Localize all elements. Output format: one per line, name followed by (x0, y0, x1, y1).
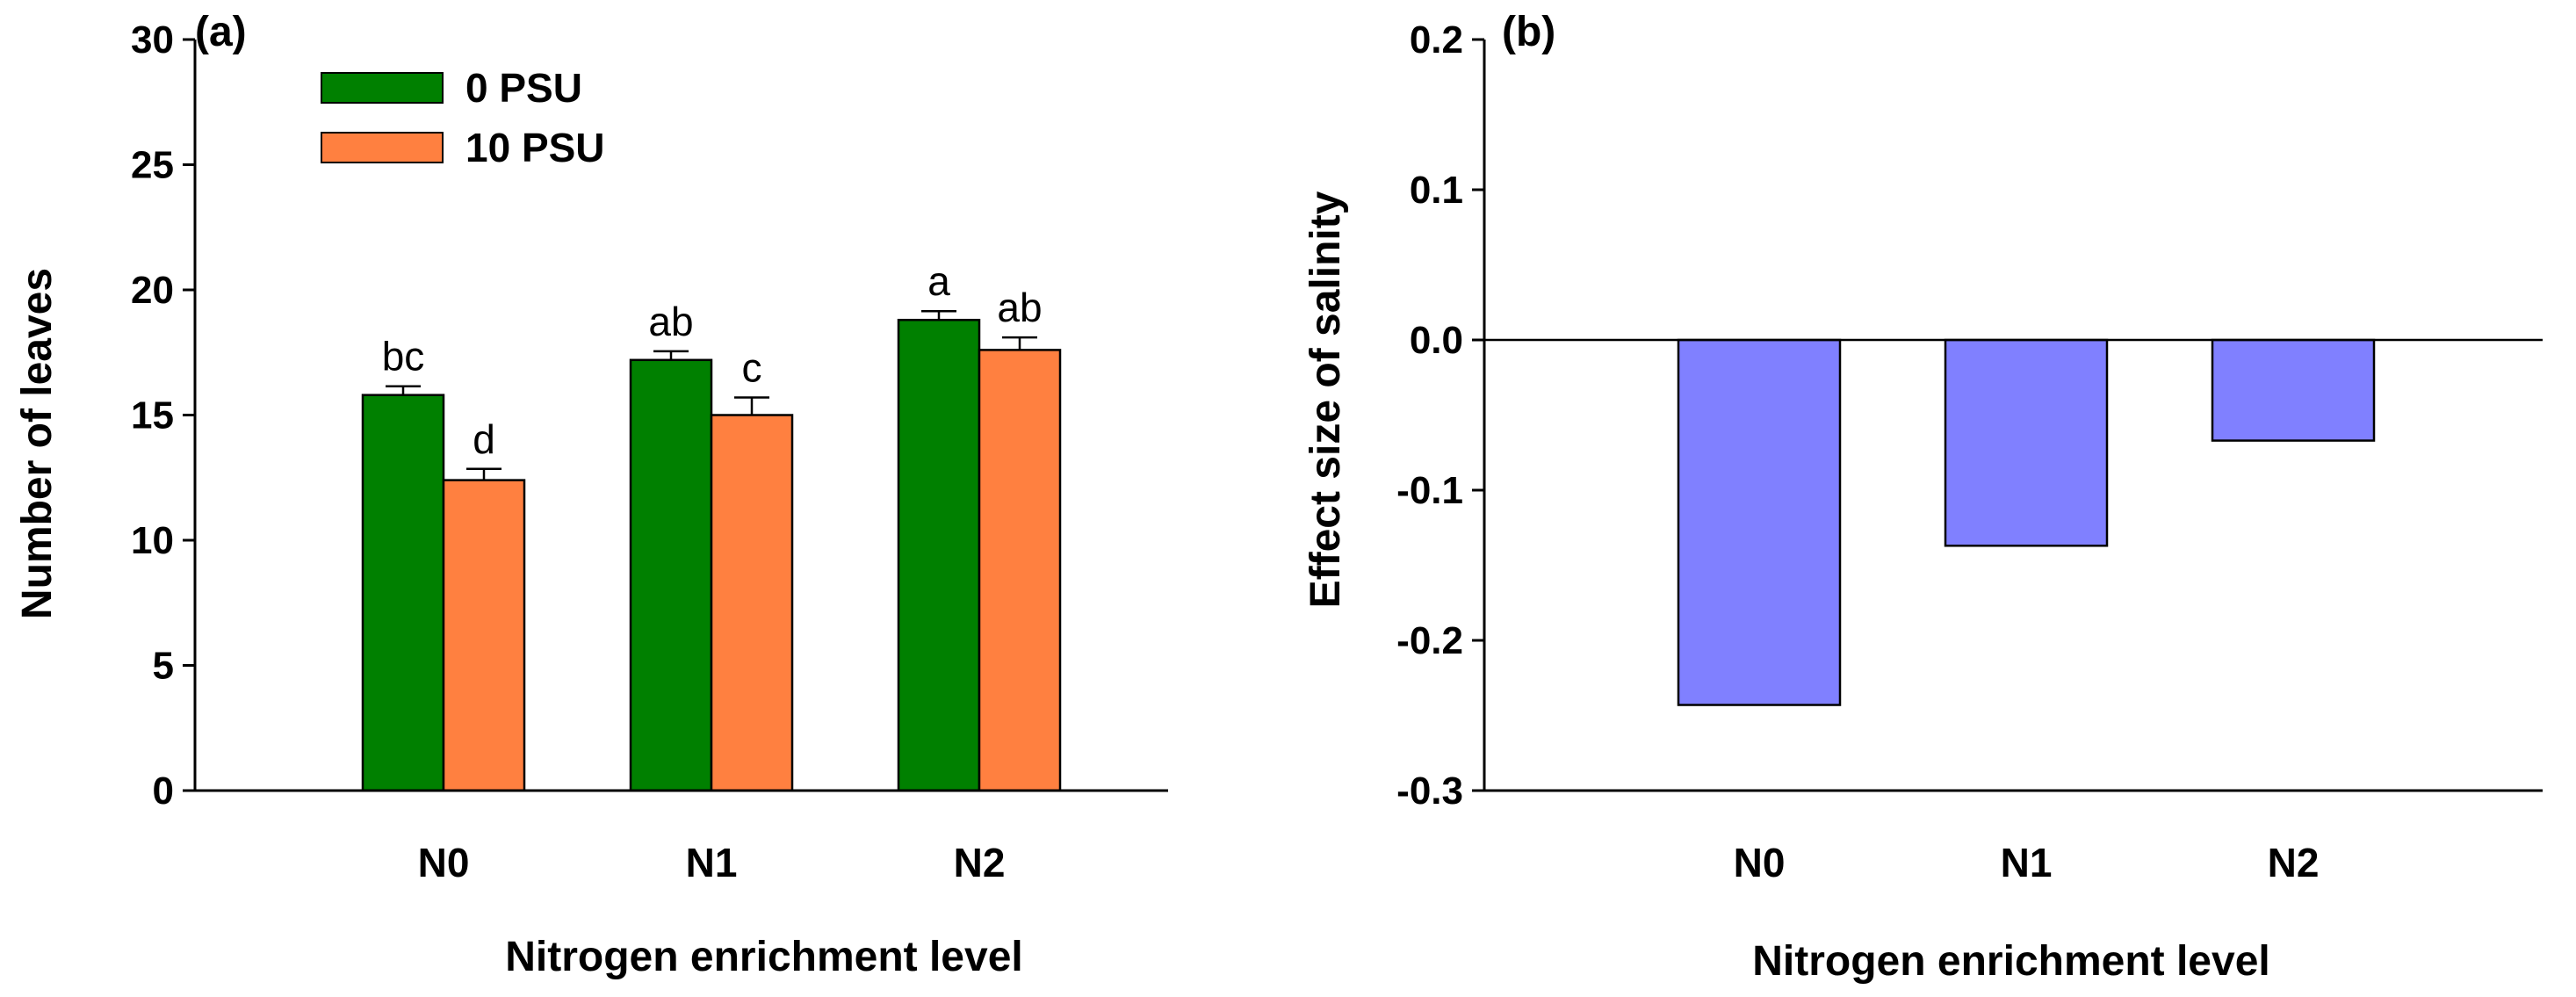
y-tick-label: 25 (131, 144, 174, 187)
panel-a-x-categories: N0 N1 N2 (418, 840, 1006, 885)
panel-a-label: (a) (195, 9, 247, 55)
y-tick-label: 30 (131, 18, 174, 61)
bar-10psu-n2 (978, 349, 1062, 792)
panel-a-y-axis-title: Number of leaves (14, 268, 61, 619)
legend-label-10psu: 10 PSU (465, 125, 605, 170)
y-tick-label: 15 (131, 394, 174, 437)
x-category-label-n0: N0 (1734, 840, 1786, 885)
bar-0psu-n0 (361, 394, 445, 792)
legend-swatch-10psu (321, 132, 444, 163)
y-tick-label: 10 (131, 519, 174, 562)
bar-10psu-n1 (710, 414, 794, 792)
significance-letter: d (473, 416, 495, 462)
panel-a-significance-letters: bc ab a d c ab (382, 258, 1043, 462)
bar-10psu-n0 (442, 479, 526, 792)
panel-b-axes (1483, 40, 2543, 792)
y-tick-label: -0.1 (1396, 469, 1463, 512)
panel-b-x-categories: N0 N1 N2 (1734, 840, 2320, 885)
x-category-label-n0: N0 (418, 840, 470, 885)
x-category-label-n1: N1 (686, 840, 738, 885)
y-tick-label: -0.2 (1396, 619, 1463, 662)
bar-0psu-n1 (629, 358, 713, 792)
panel-b-label: (b) (1502, 9, 1555, 55)
effect-bar-n2 (2211, 338, 2376, 442)
significance-letter: ab (648, 299, 693, 344)
y-tick-label: -0.3 (1396, 769, 1463, 813)
effect-bar-n0 (1677, 338, 1842, 706)
legend-swatch-0psu (321, 72, 444, 104)
significance-letter: bc (382, 334, 425, 379)
significance-letter: a (927, 258, 950, 304)
panel-a-leaves-chart: (a) bc ab a d c ab 0 5 10 15 20 25 30 N0 N1 N2 0 PSU … (14, 9, 1168, 980)
panel-a-x-axis-title: Nitrogen enrichment level (505, 934, 1022, 980)
panel-b-x-axis-title: Nitrogen enrichment level (1752, 938, 2269, 985)
significance-letter: c (742, 345, 762, 391)
y-tick-label: 20 (131, 269, 174, 312)
panel-a-legend: 0 PSU 10 PSU (321, 65, 605, 170)
legend-label-0psu: 0 PSU (465, 65, 582, 111)
x-category-label-n2: N2 (954, 840, 1006, 885)
panel-b-effect-size-chart: (b) -0.3 -0.2 -0.1 0.0 0.1 0.2 N0 N1 N2 Nitroge… (1302, 9, 2543, 985)
y-tick-label: 5 (153, 645, 174, 688)
y-tick-label: 0.2 (1410, 18, 1463, 61)
y-tick-label: 0 (153, 769, 174, 813)
y-tick-label: 0.0 (1410, 319, 1463, 362)
bar-0psu-n2 (897, 318, 981, 792)
panel-b-y-ticks: -0.3 -0.2 -0.1 0.0 0.1 0.2 (1396, 18, 1484, 813)
y-tick-label: 0.1 (1410, 169, 1463, 212)
significance-letter: ab (997, 285, 1042, 330)
panel-b-bars (1677, 338, 2376, 706)
effect-bar-n1 (1944, 338, 2109, 547)
panel-a-error-bars (386, 309, 1037, 480)
x-category-label-n2: N2 (2268, 840, 2320, 885)
panel-a-y-ticks: 0 5 10 15 20 25 30 (131, 18, 195, 813)
x-category-label-n1: N1 (2001, 840, 2053, 885)
panel-b-y-axis-title: Effect size of salinity (1302, 191, 1349, 608)
